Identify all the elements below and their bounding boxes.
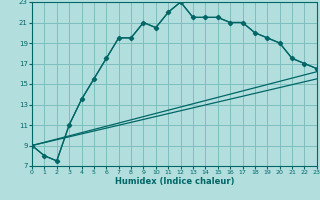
X-axis label: Humidex (Indice chaleur): Humidex (Indice chaleur) <box>115 177 234 186</box>
